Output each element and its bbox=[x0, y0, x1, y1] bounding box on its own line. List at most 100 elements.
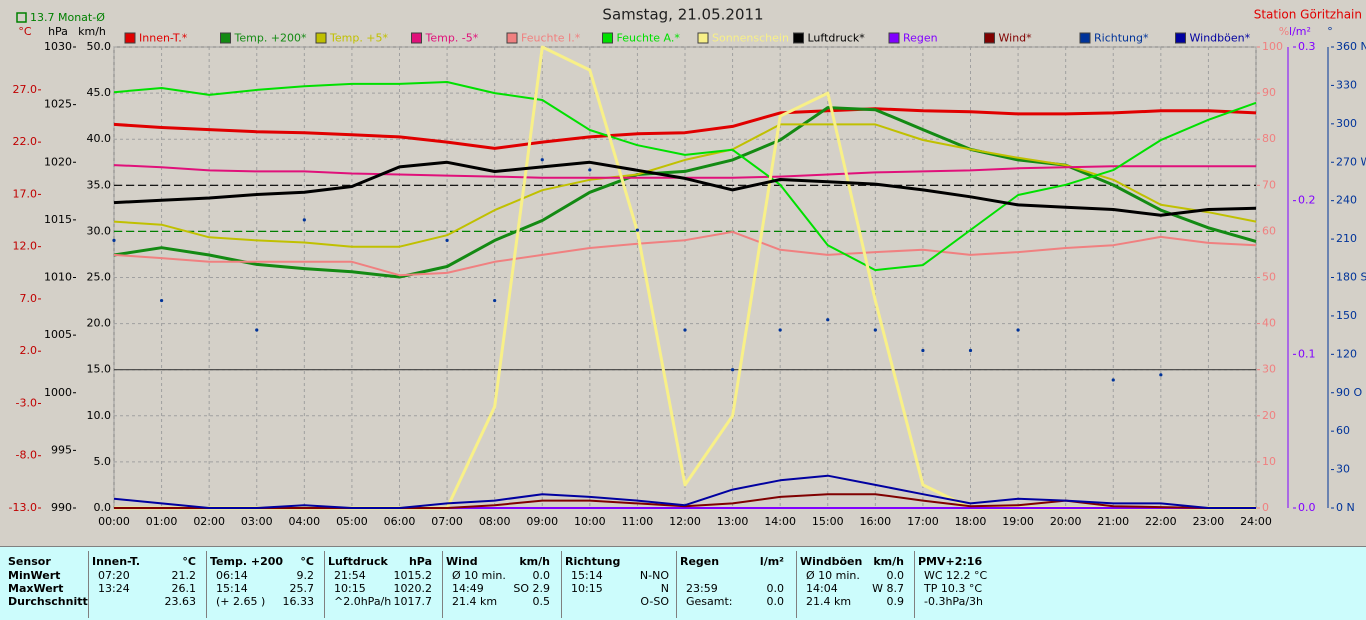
table-cell: 9.2 bbox=[296, 569, 315, 582]
chart-title: Samstag, 21.05.2011 bbox=[602, 6, 763, 24]
y-tick-label: 35.0 bbox=[87, 178, 112, 191]
legend-swatch bbox=[220, 32, 231, 44]
table-cell: 0.0 bbox=[532, 569, 551, 582]
table-cell: SO 2.9 bbox=[513, 582, 550, 595]
y-tick-label: 5.0 bbox=[94, 455, 112, 468]
column-header: Richtung bbox=[565, 555, 621, 568]
y-tick-label: 90 O bbox=[1336, 386, 1362, 399]
y-tick-label: 30.0 bbox=[87, 224, 112, 237]
legend-swatch bbox=[984, 32, 995, 44]
y-tick-label: 0.3 bbox=[1298, 40, 1316, 53]
table-cell: TP 10.3 °C bbox=[924, 582, 983, 595]
x-tick-label: 17:00 bbox=[907, 515, 939, 528]
x-tick-label: 24:00 bbox=[1240, 515, 1272, 528]
direction-dot bbox=[159, 298, 164, 303]
y-tick-label: 7.0 bbox=[20, 292, 38, 305]
legend-swatch bbox=[888, 32, 900, 44]
y-tick-label: 1025 bbox=[44, 98, 72, 111]
table-cell: 23:59 bbox=[686, 582, 718, 595]
table-cell: N-NO bbox=[639, 569, 669, 582]
direction-dot bbox=[540, 158, 544, 162]
y-tick-label: 1030 bbox=[44, 40, 72, 53]
stats-table: Sensor MinWert MaxWert Durchschnitt Innen-T.… bbox=[0, 546, 1366, 620]
y-tick-label: 25.0 bbox=[87, 271, 112, 284]
axis-unit: l/m² bbox=[1289, 25, 1311, 38]
axis-unit: ° bbox=[1327, 25, 1333, 38]
y-tick-label: 0 N bbox=[1336, 501, 1355, 514]
y-tick-label: 1000 bbox=[44, 386, 72, 399]
column-header: Temp. +200 bbox=[210, 555, 284, 568]
direction-dot bbox=[1016, 328, 1020, 332]
table-cell: WC 12.2 °C bbox=[924, 569, 988, 582]
table-cell: 23.63 bbox=[164, 595, 197, 608]
x-tick-label: 22:00 bbox=[1145, 515, 1177, 528]
series-line bbox=[113, 81, 1257, 272]
column-unit: °C bbox=[300, 555, 314, 568]
y-tick-label: 1005 bbox=[44, 328, 72, 341]
y-tick-label: 17.0 bbox=[13, 187, 38, 200]
column-unit: km/h bbox=[519, 555, 550, 568]
legend-label: Innen-T.* bbox=[139, 32, 188, 45]
legend-swatch bbox=[697, 32, 709, 44]
table-cell: W 8.7 bbox=[872, 582, 904, 595]
x-tick-label: 13:00 bbox=[717, 515, 749, 528]
table-cell: 21:54 bbox=[334, 569, 366, 582]
table-cell: O-SO bbox=[640, 595, 669, 608]
column-separator bbox=[914, 551, 915, 618]
series-line bbox=[113, 123, 1257, 248]
station: Station Göritzhain bbox=[1254, 8, 1362, 22]
y-tick-label: 300 bbox=[1336, 117, 1357, 130]
axis-unit: hPa bbox=[48, 25, 68, 38]
table-cell: Ø 10 min. bbox=[806, 569, 860, 582]
direction-dot bbox=[255, 328, 259, 332]
table-cell: 10:15 bbox=[571, 582, 603, 595]
x-tick-label: 07:00 bbox=[431, 515, 463, 528]
y-tick-label: 15.0 bbox=[87, 363, 112, 376]
y-tick-label: 27.0 bbox=[13, 83, 38, 96]
x-tick-label: 20:00 bbox=[1050, 515, 1082, 528]
column-unit: l/m² bbox=[759, 555, 784, 568]
direction-dot bbox=[493, 298, 497, 303]
x-tick-label: 03:00 bbox=[241, 515, 273, 528]
y-tick-label: 150 bbox=[1336, 309, 1357, 322]
table-header: Sensor bbox=[8, 555, 51, 568]
legend-label: Windböen* bbox=[1190, 32, 1251, 45]
x-tick-label: 10:00 bbox=[574, 515, 606, 528]
legend-label: Temp. +5* bbox=[329, 32, 389, 45]
row-label: MaxWert bbox=[8, 582, 64, 595]
x-tick-label: 18:00 bbox=[955, 515, 987, 528]
column-header: PMV+2:16 bbox=[918, 555, 983, 568]
direction-dot bbox=[778, 328, 782, 332]
x-tick-label: 06:00 bbox=[384, 515, 416, 528]
y-tick-label: 0.0 bbox=[94, 501, 112, 514]
y-tick-label: -3.0 bbox=[16, 396, 37, 409]
table-cell: 0.5 bbox=[532, 595, 551, 608]
y-tick-label: 60 bbox=[1262, 224, 1276, 237]
table-cell: 0.0 bbox=[886, 569, 905, 582]
table-cell: 25.7 bbox=[289, 582, 315, 595]
y-tick-label: 50 bbox=[1262, 271, 1276, 284]
column-unit: km/h bbox=[873, 555, 904, 568]
x-tick-label: 11:00 bbox=[622, 515, 654, 528]
legend-label: Richtung* bbox=[1094, 32, 1149, 45]
table-cell: 15:14 bbox=[216, 582, 248, 595]
table-cell: 14:04 bbox=[806, 582, 838, 595]
legend-label: Feuchte A.* bbox=[617, 32, 681, 45]
table-cell: (+ 2.65 ) bbox=[216, 595, 266, 608]
column-unit: hPa bbox=[408, 555, 432, 568]
y-tick-label: 10 bbox=[1262, 455, 1276, 468]
series-line bbox=[113, 474, 1256, 509]
column-separator bbox=[796, 551, 797, 618]
annotation: 13.7 Monat-Ø bbox=[30, 11, 105, 24]
table-cell: Gesamt: bbox=[686, 595, 733, 608]
legend-swatch bbox=[506, 32, 518, 44]
y-tick-label: 45.0 bbox=[87, 86, 112, 99]
direction-dot bbox=[302, 218, 306, 222]
legend-label: Sonnenschein bbox=[712, 32, 789, 45]
direction-dot bbox=[1159, 373, 1163, 377]
column-separator bbox=[206, 551, 207, 618]
x-tick-label: 12:00 bbox=[669, 515, 701, 528]
table-cell: -0.3hPa/3h bbox=[924, 595, 983, 608]
column-unit: °C bbox=[182, 555, 196, 568]
